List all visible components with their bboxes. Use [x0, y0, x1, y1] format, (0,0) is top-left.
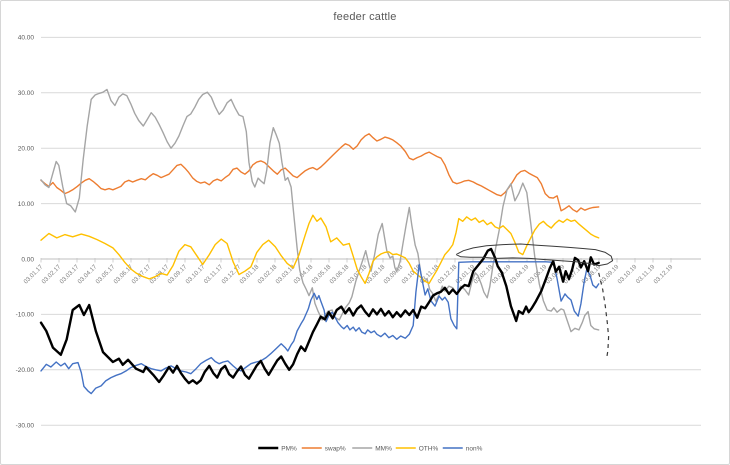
legend-item-PM[interactable]: PM% [258, 445, 297, 452]
legend-item-OTH[interactable]: OTH% [395, 445, 439, 452]
series-line-non[interactable] [40, 261, 600, 395]
y-axis-label: -10.00 [16, 312, 35, 319]
legend-item-non[interactable]: non% [442, 445, 483, 452]
dashed-line-annotation[interactable] [598, 272, 610, 359]
legend-label: swap% [325, 445, 346, 452]
legend-item-swap[interactable]: swap% [301, 445, 346, 452]
legend-label: non% [466, 445, 483, 452]
legend-item-MM[interactable]: MM% [352, 445, 392, 452]
y-axis-label: 40.00 [18, 35, 35, 42]
y-axis-label: 10.00 [18, 201, 35, 208]
series-line-MM[interactable] [40, 88, 600, 333]
y-axis-label: -30.00 [16, 423, 35, 430]
y-axis-label: 30.00 [18, 90, 35, 97]
y-axis-label: 0.00 [21, 256, 34, 263]
legend-label: OTH% [419, 445, 439, 452]
series-line-PM[interactable] [39, 247, 600, 385]
series-line-swap[interactable] [40, 133, 600, 213]
freeform-oval-annotation[interactable] [455, 243, 614, 267]
chart-title: feeder cattle [333, 11, 397, 23]
x-axis-label: 03.12.19 [652, 263, 674, 285]
y-axis-label: -20.00 [16, 367, 35, 374]
legend-label: PM% [281, 445, 297, 452]
y-axis-label: 20.00 [18, 146, 35, 153]
series-line-OTH[interactable] [40, 214, 600, 285]
legend-label: MM% [375, 445, 392, 452]
